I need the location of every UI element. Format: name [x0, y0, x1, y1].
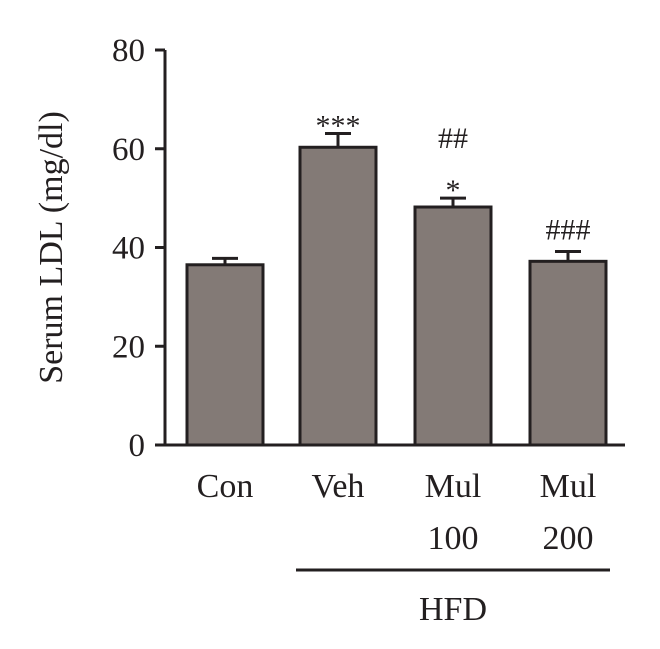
bar	[298, 145, 378, 447]
significance-label: *	[446, 174, 461, 207]
bars	[185, 131, 608, 447]
group-label: HFD	[419, 591, 487, 628]
significance-label: ***	[316, 109, 361, 142]
y-tick-label: 80	[112, 33, 145, 69]
significance-label: ##	[438, 122, 468, 155]
x-tick-label: Con	[197, 468, 254, 505]
axes: 0 20 40 60 80 Serum LDL (mg/dl)	[33, 33, 625, 464]
bar	[413, 205, 493, 447]
y-tick-label: 20	[112, 329, 145, 365]
x-tick-label: 200	[543, 520, 594, 557]
y-tick-label: 60	[112, 132, 145, 168]
y-axis-title: Serum LDL (mg/dl)	[33, 111, 70, 384]
x-tick-label: Mul	[425, 468, 482, 505]
significance-label: ###	[546, 213, 591, 246]
bar	[528, 259, 608, 447]
y-tick-label: 40	[112, 231, 145, 267]
bar	[185, 263, 265, 447]
x-tick-label: Mul	[540, 468, 597, 505]
labels: Con *** Veh ## * Mul 100 ### Mul 200 HFD	[197, 109, 610, 628]
x-tick-label: Veh	[312, 468, 365, 505]
y-tick-label: 0	[129, 428, 146, 464]
x-tick-label: 100	[428, 520, 479, 557]
